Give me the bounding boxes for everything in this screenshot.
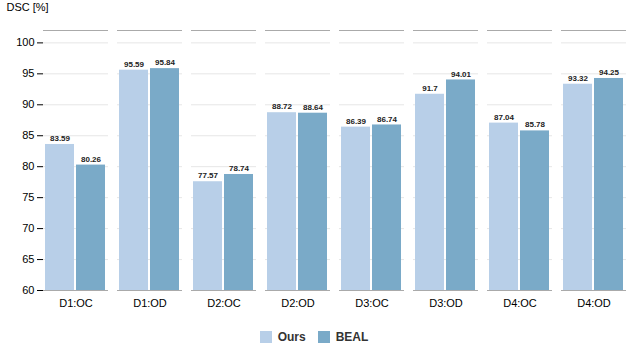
svg-text:83.59: 83.59: [50, 134, 71, 143]
svg-text:93.32: 93.32: [568, 74, 589, 83]
svg-text:95.84: 95.84: [155, 58, 176, 67]
svg-text:DSC [%]: DSC [%]: [7, 1, 49, 13]
svg-text:D3:OC: D3:OC: [355, 297, 389, 309]
svg-text:100: 100: [16, 36, 34, 48]
svg-text:88.72: 88.72: [272, 102, 293, 111]
svg-text:75: 75: [22, 191, 34, 203]
svg-text:65: 65: [22, 253, 34, 265]
svg-text:86.39: 86.39: [346, 117, 367, 126]
svg-text:87.04: 87.04: [494, 113, 515, 122]
svg-text:D2:OD: D2:OD: [281, 297, 315, 309]
svg-text:95: 95: [22, 67, 34, 79]
svg-text:D2:OC: D2:OC: [207, 297, 241, 309]
svg-text:85: 85: [22, 129, 34, 141]
svg-text:D3:OD: D3:OD: [429, 297, 463, 309]
svg-text:D1:OD: D1:OD: [133, 297, 167, 309]
svg-text:D4:OD: D4:OD: [577, 297, 611, 309]
svg-text:91.7: 91.7: [422, 84, 438, 93]
svg-text:D1:OC: D1:OC: [59, 297, 93, 309]
svg-text:80.26: 80.26: [81, 155, 102, 164]
svg-text:60: 60: [22, 284, 34, 296]
svg-text:78.74: 78.74: [229, 164, 250, 173]
svg-text:95.59: 95.59: [124, 60, 145, 69]
svg-text:85.78: 85.78: [525, 120, 546, 129]
html-text:BEAL: BEAL: [335, 329, 369, 344]
html-text:Ours: Ours: [277, 329, 306, 344]
svg-text:88.64: 88.64: [303, 103, 324, 112]
svg-text:90: 90: [22, 98, 34, 110]
svg-text:80: 80: [22, 160, 34, 172]
svg-text:70: 70: [22, 222, 34, 234]
svg-text:94.25: 94.25: [599, 68, 620, 77]
svg-text:94.01: 94.01: [451, 70, 472, 79]
svg-text:86.74: 86.74: [377, 115, 398, 124]
svg-text:D4:OC: D4:OC: [503, 297, 537, 309]
svg-text:77.57: 77.57: [198, 171, 219, 180]
